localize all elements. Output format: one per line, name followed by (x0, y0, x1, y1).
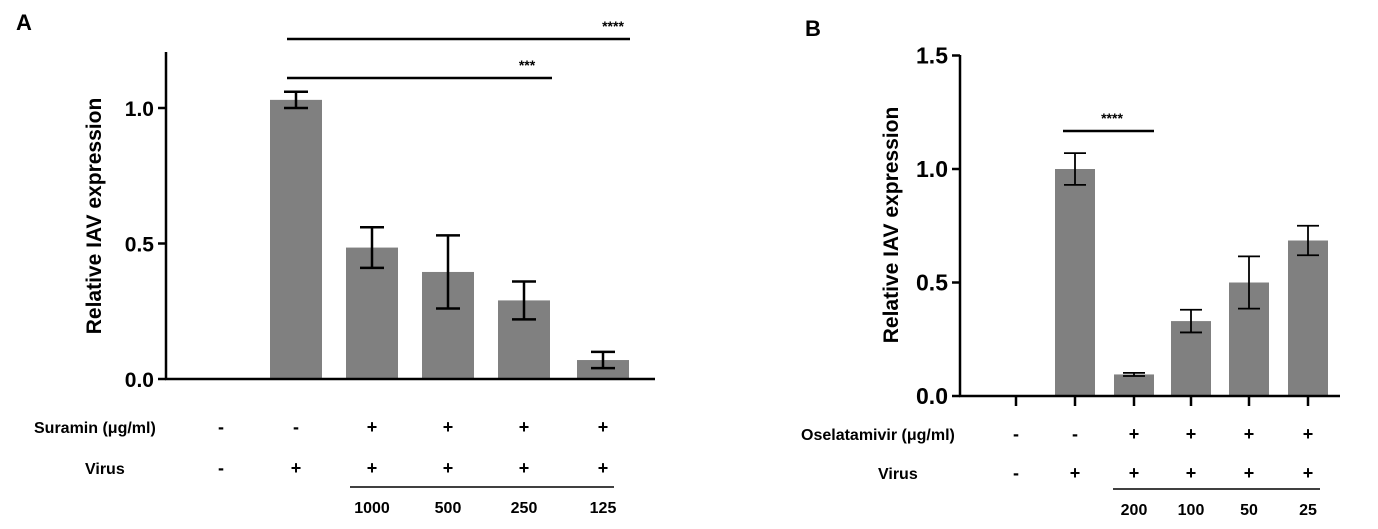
bar-a (577, 360, 629, 379)
treatment-mark-a: + (443, 458, 454, 478)
bar-b (1288, 240, 1328, 396)
row-label-suramin: Suramin (μg/ml) (34, 420, 156, 437)
concentration-label-b: 200 (1121, 502, 1148, 519)
treatment-mark-b: + (1186, 463, 1197, 483)
y-tick-label-b: 1.5 (916, 43, 948, 69)
y-tick-label-a: 0.5 (125, 234, 155, 257)
treatment-mark-a: + (519, 458, 530, 478)
bar-a (346, 247, 398, 379)
concentration-label-b: 100 (1178, 502, 1205, 519)
significance-label-b: **** (1101, 110, 1123, 126)
treatment-mark-a: - (218, 417, 224, 437)
treatment-mark-b: + (1244, 463, 1255, 483)
y-tick-label-b: 0.0 (916, 383, 948, 409)
treatment-mark-a: + (367, 458, 378, 478)
concentration-label-a: 250 (511, 500, 538, 517)
treatment-mark-a: - (218, 458, 224, 478)
treatment-mark-b: - (1013, 424, 1019, 444)
significance-label-a: *** (519, 57, 536, 73)
concentration-label-b: 25 (1299, 502, 1317, 519)
treatment-mark-a: + (443, 417, 454, 437)
treatment-mark-a: + (519, 417, 530, 437)
treatment-mark-a: + (291, 458, 302, 478)
treatment-mark-b: + (1070, 463, 1081, 483)
y-tick-label-b: 0.5 (916, 270, 948, 296)
significance-label-a: **** (602, 18, 624, 34)
treatment-mark-a: + (367, 417, 378, 437)
y-tick-label-a: 0.0 (125, 369, 154, 392)
treatment-mark-a: - (293, 417, 299, 437)
bar-a (270, 99, 322, 380)
chart-marks-b: 0.0 0.5 1.0 1.5 - - + + + + - + + + + +200 100 50 25 **** (916, 43, 1328, 519)
bar-b (1055, 169, 1095, 396)
treatment-mark-b: + (1129, 424, 1140, 444)
treatment-mark-b: + (1186, 424, 1197, 444)
y-tick-label-a: 1.0 (125, 98, 154, 121)
y-axis-label-b: Relative IAV expression (880, 107, 903, 344)
panel-letter-b: B (805, 16, 821, 41)
treatment-mark-b: + (1303, 424, 1314, 444)
y-axis-label-a: Relative IAV expression (83, 98, 106, 335)
bar-b (1114, 374, 1154, 396)
treatment-mark-b: + (1129, 463, 1140, 483)
treatment-mark-b: - (1072, 424, 1078, 444)
row-label-virus-a: Virus (85, 461, 125, 478)
concentration-label-a: 125 (590, 500, 617, 517)
concentration-label-a: 500 (435, 500, 462, 517)
row-label-virus-b: Virus (878, 466, 918, 483)
treatment-mark-b: + (1244, 424, 1255, 444)
treatment-mark-a: + (598, 417, 609, 437)
bar-b (1171, 321, 1211, 396)
panel-letter-a: A (16, 10, 32, 35)
concentration-label-b: 50 (1240, 502, 1258, 519)
y-tick-label-b: 1.0 (916, 156, 948, 182)
treatment-mark-b: + (1303, 463, 1314, 483)
treatment-mark-b: - (1013, 463, 1019, 483)
concentration-label-a: 1000 (354, 500, 390, 517)
row-label-oselatamivir: Oselatamivir (μg/ml) (801, 427, 955, 444)
panel-b: B Relative IAV expression 0.0 0.5 1.0 1.5 - -… (801, 16, 1340, 519)
treatment-mark-a: + (598, 458, 609, 478)
chart-marks-a: 0.00.51.0- - + + + +- + + + + +1000 500 250 125******… (125, 18, 630, 517)
panel-a: A Relative IAV expression 0.0 0.5 1.0 - - + + +… (16, 10, 655, 517)
